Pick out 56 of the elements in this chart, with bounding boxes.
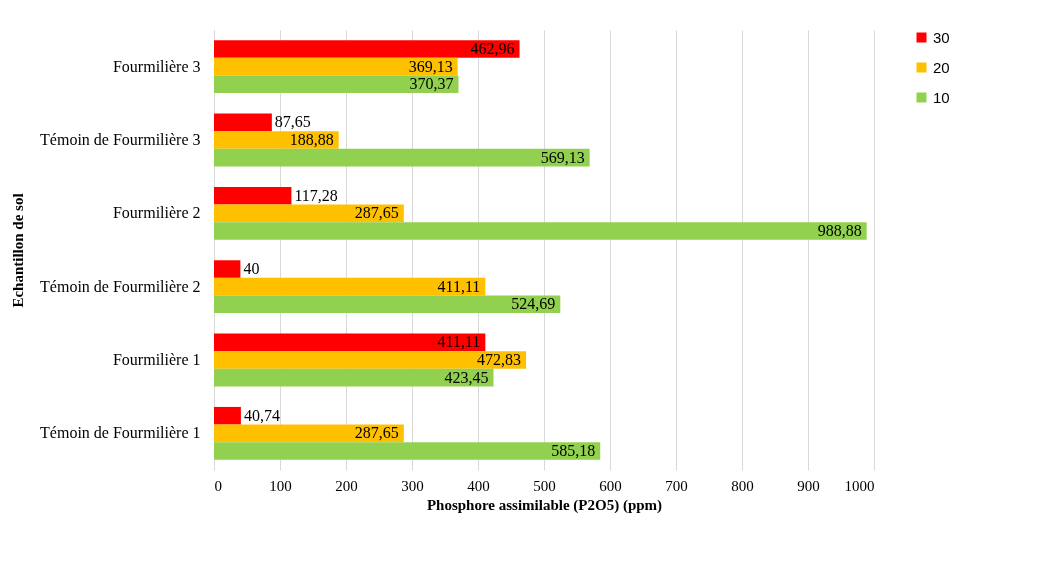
data-label: 87,65 — [274, 113, 311, 131]
legend-label: 10 — [933, 88, 950, 106]
y-tick-label: Témoin de Fourmilière 3 — [40, 131, 201, 148]
bar — [214, 57, 458, 76]
data-label: 462,96 — [470, 40, 515, 58]
data-label: 472,83 — [477, 351, 522, 368]
x-tick-label: 1000 — [844, 477, 875, 494]
y-tick-label: Témoin de Fourmilière 2 — [40, 277, 201, 295]
legend-label: 30 — [933, 28, 950, 46]
bar — [214, 148, 590, 167]
x-tick-label: 0 — [214, 477, 222, 494]
y-tick-label: Fourmilière 2 — [112, 204, 201, 222]
bar — [214, 442, 601, 460]
x-axis-title: Phosphore assimilable (P2O5) (ppm) — [426, 496, 663, 514]
data-label: 569,13 — [540, 148, 585, 166]
y-tick-label: Fourmilière 1 — [112, 351, 201, 368]
data-label: 369,13 — [408, 57, 453, 75]
data-label: 40 — [243, 260, 260, 278]
x-tick-label: 100 — [269, 477, 292, 494]
data-label: 117,28 — [294, 186, 338, 204]
x-tick-label: 900 — [797, 477, 820, 494]
bar — [214, 40, 520, 58]
data-label: 988,88 — [817, 221, 862, 239]
x-tick-label: 200 — [335, 477, 358, 494]
bar — [214, 222, 867, 240]
bar — [214, 295, 561, 314]
x-tick-label: 400 — [467, 477, 490, 494]
bar — [214, 277, 486, 296]
bar — [214, 75, 459, 94]
x-tick-label: 800 — [731, 477, 754, 494]
data-label: 188,88 — [289, 131, 334, 148]
data-label: 40,74 — [243, 406, 280, 424]
x-tick-label: 500 — [533, 477, 556, 494]
bar — [214, 351, 527, 369]
data-label: 411,11 — [437, 333, 481, 351]
data-label: 585,18 — [551, 441, 596, 459]
data-label: 370,37 — [409, 75, 454, 93]
y-tick-label: Témoin de Fourmilière 1 — [40, 424, 201, 442]
bar — [214, 186, 292, 205]
x-tick-label: 700 — [665, 477, 688, 494]
bar — [214, 260, 241, 278]
x-tick-label: 600 — [599, 477, 622, 494]
bar — [214, 113, 272, 132]
y-tick-label: Fourmilière 3 — [112, 57, 201, 75]
bar — [214, 131, 339, 149]
data-label: 411,11 — [437, 277, 481, 295]
x-tick-label: 300 — [401, 477, 424, 494]
bar — [214, 368, 494, 387]
data-label: 287,65 — [354, 204, 399, 222]
legend-label: 20 — [933, 58, 950, 76]
data-label: 287,65 — [354, 424, 399, 442]
bar — [214, 406, 241, 425]
data-label: 423,45 — [444, 368, 489, 386]
y-axis-title: Echantillon de sol — [10, 193, 27, 308]
data-label: 524,69 — [511, 295, 556, 313]
bar — [214, 333, 486, 352]
